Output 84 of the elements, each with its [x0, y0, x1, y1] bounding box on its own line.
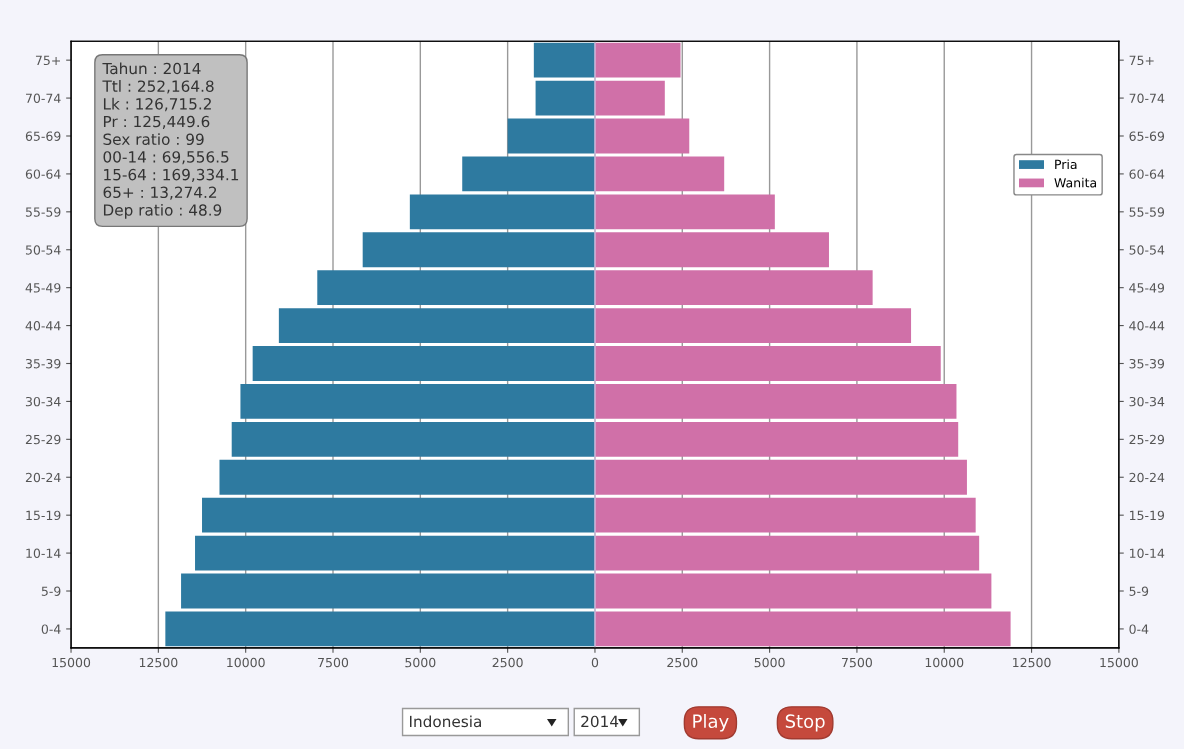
bar	[195, 535, 595, 571]
bar	[594, 308, 912, 344]
bar	[507, 118, 595, 154]
bar	[252, 346, 595, 381]
category-label: 65-69	[25, 131, 61, 141]
text: Stop	[785, 714, 825, 732]
y-tick-label: 45-49	[1129, 283, 1165, 293]
bar	[594, 535, 980, 571]
text: 2014	[581, 715, 619, 728]
y-tick-label: 70-74	[1129, 93, 1165, 103]
bar	[594, 573, 992, 609]
bar	[594, 194, 775, 230]
y-tick-label: 55-59	[1129, 207, 1165, 217]
x-tick-label: 7500	[842, 657, 872, 668]
x-tick-label: 10000	[227, 657, 265, 668]
category-label: 20-24	[25, 472, 61, 483]
bar	[533, 42, 595, 78]
bar	[181, 573, 595, 609]
y-tick-label: 50-54	[1129, 245, 1165, 255]
y-tick-label: 30-34	[1129, 396, 1165, 407]
bar	[165, 611, 595, 647]
y-tick-label: 40-44	[1129, 321, 1165, 331]
y-tick-label: 0-4	[1129, 624, 1149, 634]
category-label: 10-14	[26, 548, 61, 559]
y-tick-label: 60-64	[1129, 169, 1165, 179]
category-label: 5-9	[41, 586, 61, 596]
category-label: 30-34	[25, 396, 61, 407]
category-label: 60-64	[25, 169, 61, 179]
category-label: 55-59	[25, 207, 61, 217]
category-label: 40-44	[25, 321, 61, 331]
x-tick-label: 0	[591, 657, 599, 668]
x-tick-label: 7500	[318, 657, 349, 668]
category-label: 35-39	[25, 358, 61, 369]
x-tick-label: 5000	[754, 657, 785, 668]
category-label: 70-74	[26, 93, 61, 103]
bar	[594, 118, 690, 154]
bar	[219, 459, 595, 495]
bar	[594, 232, 829, 268]
text: Indonesia	[409, 715, 481, 728]
x-tick-label: 5000	[405, 657, 436, 668]
x-tick-label: 15000	[52, 657, 91, 668]
category-label: 25-29	[25, 434, 61, 445]
bar	[202, 497, 595, 533]
category-label: 75+	[35, 55, 60, 66]
y-tick-label: 75+	[1129, 55, 1154, 66]
text: Tahun : 2014 Ttl : 252,164.8 Lk : 126,715.2 Pr : 125,449.6 Sex ratio : 99 00-14 : 69,556.5 15-64 : 169,334.1 65+ : 13,274.2 Dep ratio : 48.9	[102, 62, 239, 219]
legend-label: Wanita	[1054, 177, 1097, 188]
text: Play	[693, 714, 729, 732]
category-label: 0-4	[41, 624, 61, 634]
category-label: 50-54	[25, 245, 61, 255]
y-tick-label: 15-19	[1129, 510, 1165, 521]
bar	[594, 346, 941, 381]
bar	[362, 232, 595, 268]
x-tick-label: 2500	[667, 657, 698, 668]
x-tick-label: 12500	[139, 657, 178, 668]
bar	[594, 80, 665, 116]
legend-label: Pria	[1055, 159, 1077, 170]
bar	[594, 42, 681, 78]
y-tick-label: 10-14	[1129, 548, 1165, 559]
y-tick-label: 5-9	[1129, 586, 1149, 596]
bar	[594, 156, 725, 192]
bar	[594, 459, 967, 495]
x-tick-label: 10000	[925, 657, 964, 668]
bar	[594, 497, 976, 533]
x-tick-label: 15000	[1100, 657, 1138, 668]
y-tick-label: 25-29	[1129, 434, 1165, 445]
bar	[594, 270, 873, 306]
bar	[278, 308, 595, 344]
bar	[535, 80, 595, 116]
bar	[231, 421, 595, 457]
bar	[240, 383, 595, 419]
bar	[594, 421, 959, 457]
bar	[594, 611, 1011, 647]
x-tick-label: 12500	[1013, 657, 1051, 668]
y-tick-label: 65-69	[1129, 131, 1165, 141]
category-label: 15-19	[26, 510, 61, 521]
bar	[409, 194, 595, 230]
bar	[462, 156, 595, 192]
x-tick-label: 2500	[492, 657, 523, 668]
bar	[317, 270, 595, 306]
y-tick-label: 20-24	[1129, 472, 1165, 483]
y-tick-label: 35-39	[1129, 358, 1165, 369]
category-label: 45-49	[25, 283, 61, 293]
bar	[594, 383, 957, 419]
